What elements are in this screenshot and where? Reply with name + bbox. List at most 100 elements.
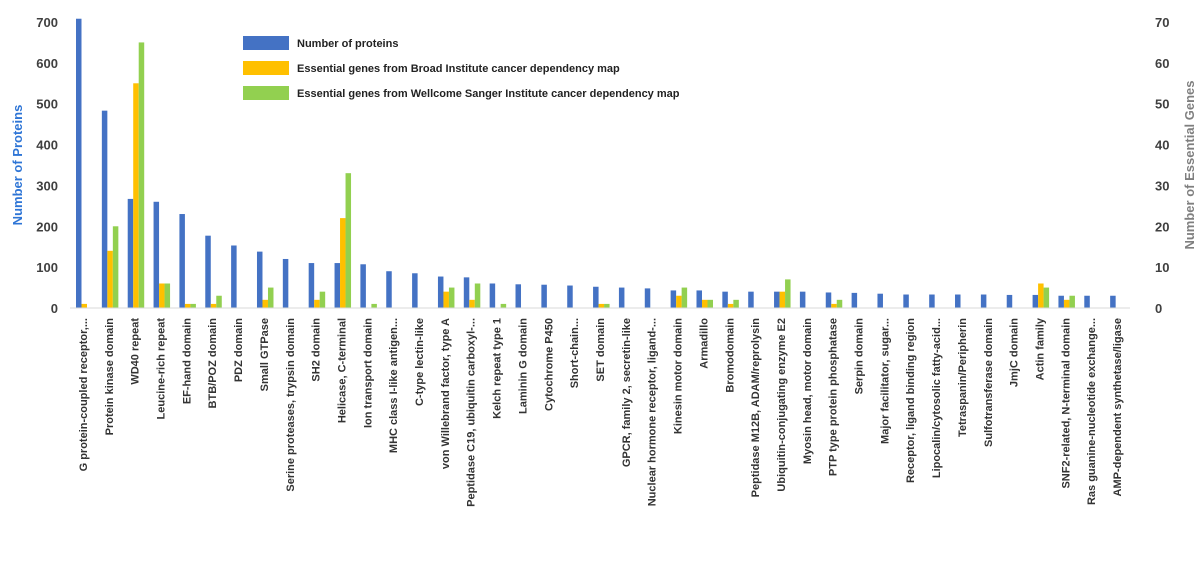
legend: Number of proteins Essential genes from B… <box>243 36 680 100</box>
category-label: Kelch repeat type 1 <box>492 318 504 419</box>
bar-proteins <box>903 294 909 308</box>
bar-proteins <box>1006 294 1013 308</box>
bar-sanger <box>319 291 326 308</box>
left-tick-label: 0 <box>51 301 58 316</box>
bar-proteins <box>386 271 392 308</box>
bar-proteins <box>127 198 134 308</box>
bar-broad <box>81 303 87 308</box>
bar-sanger <box>604 303 610 308</box>
category-label: Small GTPase <box>259 318 271 391</box>
left-tick-label: 100 <box>36 260 58 275</box>
bar-broad <box>262 299 268 308</box>
bar-sanger <box>707 299 713 308</box>
bar-sanger <box>681 287 688 308</box>
left-tick-label: 200 <box>36 219 58 234</box>
category-label: Helicase, C-terminal <box>336 318 348 423</box>
bar-proteins <box>929 294 935 308</box>
legend-label: Essential genes from Wellcome Sanger Ins… <box>297 88 680 100</box>
category-label: BTB/POZ domain <box>207 318 219 409</box>
category-label: WD40 repeat <box>130 318 142 385</box>
bar-sanger <box>500 303 507 308</box>
bar-proteins <box>980 294 987 308</box>
category-label: EF-hand domain <box>181 318 193 404</box>
bar-proteins <box>360 264 366 308</box>
category-label: Ubiquitin-conjugating enzyme E2 <box>776 318 788 492</box>
category-label: Peptidase C19, ubiquitin carboxyl-... <box>466 318 478 507</box>
bar-broad <box>133 83 139 308</box>
bar-sanger <box>138 42 145 309</box>
category-label: Ion transport domain <box>362 318 374 428</box>
right-tick-label: 20 <box>1155 219 1169 234</box>
left-tick-label: 400 <box>36 138 58 153</box>
legend-swatch <box>243 36 289 50</box>
bar-broad <box>831 303 837 308</box>
legend-swatch <box>243 61 289 75</box>
bar-proteins <box>179 214 185 308</box>
bar-proteins <box>308 263 315 308</box>
bar-proteins <box>541 284 547 308</box>
bar-sanger <box>785 279 791 308</box>
category-label: Actin family <box>1035 317 1047 380</box>
bar-proteins <box>722 291 728 308</box>
category-label: Peptidase M12B, ADAM/reprolysin <box>750 318 762 498</box>
bar-sanger <box>371 303 377 308</box>
bar-proteins <box>618 287 625 308</box>
bar-sanger <box>448 287 455 308</box>
category-label: Nuclear hormone receptor, ligand-... <box>647 318 659 506</box>
category-label: PTP type protein phosphatase <box>828 318 840 476</box>
bar-proteins <box>1110 295 1116 308</box>
category-label: von Willebrand factor, type A <box>440 318 452 469</box>
bar-broad <box>1038 283 1044 308</box>
bar-broad <box>210 303 217 308</box>
bar-proteins <box>1084 295 1090 308</box>
bar-broad <box>469 299 475 308</box>
category-label: Armadillo <box>698 318 710 369</box>
category-label: Serine proteases, trypsin domain <box>285 318 297 492</box>
bar-sanger <box>474 283 481 308</box>
category-label: Leucine-rich repeat <box>155 318 167 420</box>
category-label: MHC class I-like antigen... <box>388 318 400 453</box>
bar-proteins <box>955 294 961 308</box>
category-label: SET domain <box>595 318 607 382</box>
right-tick-label: 60 <box>1155 56 1169 71</box>
left-axis: 0 100 200 300 400 500 600 700 <box>36 15 58 316</box>
bar-proteins <box>877 293 883 308</box>
category-label: GPCR, family 2, secretin-like <box>621 318 633 467</box>
y-axis-title-right: Number of Essential Genes <box>1182 80 1197 249</box>
bar-sanger <box>216 295 222 308</box>
bar-proteins <box>774 291 780 308</box>
bar-proteins <box>696 290 702 308</box>
category-label: SH2 domain <box>311 318 323 382</box>
category-label: Cytochrome P450 <box>543 318 555 411</box>
legend-swatch <box>243 86 289 100</box>
left-tick-label: 300 <box>36 178 58 193</box>
bar-proteins <box>799 291 806 308</box>
bar-sanger <box>733 299 739 308</box>
category-label: Major facilitator, sugar... <box>879 318 891 444</box>
category-label: Ras guanine-nucleotide exchange... <box>1086 318 1098 505</box>
category-label: SNF2-related, N-terminal domain <box>1060 318 1072 489</box>
category-labels: G protein-coupled receptor,... Protein ki… <box>78 317 1124 507</box>
bar-broad <box>340 218 346 308</box>
bar-broad <box>701 299 708 308</box>
right-tick-label: 40 <box>1155 138 1169 153</box>
bar-sanger <box>1043 287 1050 308</box>
category-label: Bromodomain <box>724 318 736 393</box>
bar-proteins <box>463 277 470 308</box>
category-label: Short-chain... <box>569 318 581 388</box>
left-tick-label: 500 <box>36 97 58 112</box>
bar-broad <box>1063 299 1070 308</box>
right-tick-label: 30 <box>1155 178 1169 193</box>
bar-sanger <box>112 226 119 308</box>
category-label: Lipocalin/cytosolic fatty-acid... <box>931 318 943 478</box>
bar-proteins <box>76 18 82 308</box>
bar-proteins <box>644 288 651 308</box>
bar-proteins <box>670 290 677 308</box>
bar-sanger <box>1069 295 1075 308</box>
y-axis-title-left: Number of Proteins <box>10 105 25 226</box>
bar-sanger <box>836 299 843 308</box>
bar-broad <box>676 295 682 308</box>
category-label: Myosin head, motor domain <box>802 318 814 464</box>
category-label: AMP-dependent synthetase/ligase <box>1112 318 1124 497</box>
bar-sanger <box>345 173 352 308</box>
